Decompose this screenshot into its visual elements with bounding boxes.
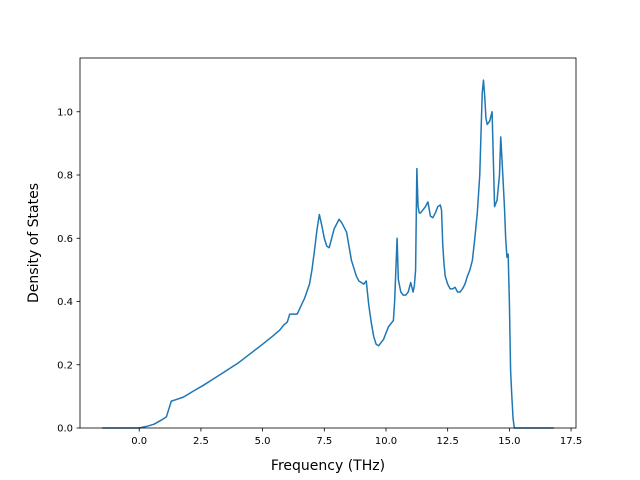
x-tick-label: 17.5 [560, 436, 582, 447]
y-axis-label: Density of States [26, 183, 42, 303]
tick-layer: 0.0 2.5 5.0 7.5 10.0 12.5 15.0 17.5 0.0 0.2 0.4 0.6… [57, 107, 582, 447]
x-tick-label: 5.0 [255, 436, 271, 447]
x-tick-label: 10.0 [375, 436, 397, 447]
axes-frame [79, 57, 577, 429]
y-tick-label: 1.0 [57, 107, 73, 118]
y-tick-label: 0.2 [57, 360, 73, 371]
dos-series-line [102, 79, 554, 429]
x-tick-label: 2.5 [193, 436, 209, 447]
y-tick-label: 0.6 [57, 234, 73, 245]
x-axis-label: Frequency (THz) [271, 458, 385, 474]
y-tick-label: 0.8 [57, 171, 73, 182]
x-tick-label: 7.5 [316, 436, 332, 447]
y-tick-label: 0.0 [57, 424, 73, 435]
x-tick-label: 0.0 [131, 436, 147, 447]
plot-area [102, 79, 554, 429]
x-tick-label: 12.5 [437, 436, 459, 447]
x-tick-label: 15.0 [498, 436, 520, 447]
y-tick-label: 0.4 [57, 297, 73, 308]
